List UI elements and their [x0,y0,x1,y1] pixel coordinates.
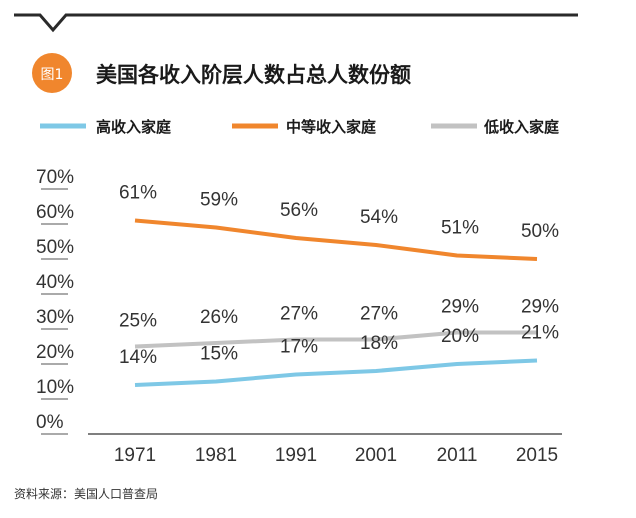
x-tick-label: 1981 [195,445,237,466]
data-label-high: 20% [441,326,479,347]
y-tick-label: 0% [36,412,64,433]
data-label-high: 17% [280,337,318,358]
y-tick-label: 60% [36,202,74,223]
data-label-high: 15% [200,344,238,365]
badge-label: 图1 [41,67,64,83]
figure-badge: 图1 [32,53,72,93]
y-tick-label: 10% [36,377,74,398]
series-line-high [134,358,538,387]
legend: 高收入家庭 中等收入家庭 低收入家庭 [40,118,560,136]
data-label-low: 29% [441,297,479,318]
legend-label-low: 低收入家庭 [483,118,560,136]
legend-label-high: 高收入家庭 [96,118,172,136]
data-label-low: 27% [280,304,318,325]
header-rule [14,13,578,33]
data-label-middle: 56% [280,200,318,221]
x-tick-label: 2015 [516,445,558,466]
data-label-middle: 51% [441,218,479,239]
x-tick-label: 1991 [275,445,317,466]
data-label-low: 26% [200,307,238,328]
badge-circle [32,53,72,93]
y-tick-label: 70% [36,167,74,188]
y-tick-label: 30% [36,307,74,328]
data-labels: 14% 15% 17% 18% 20% 21% 61% 59% 56% 54% 51% 50% 25% 2… [119,183,559,369]
x-tick-label: 1971 [114,445,156,466]
x-tick-label: 2011 [437,445,478,466]
y-tick-label: 20% [36,342,74,363]
data-label-high: 18% [360,333,398,354]
series-line-middle [134,218,538,261]
data-label-low: 25% [119,311,157,332]
y-tick-label: 40% [36,272,74,293]
data-label-middle: 59% [200,190,238,211]
data-label-middle: 50% [521,221,559,242]
y-axis: 70% 60% 50% 40% 30% 20% 10% 0% [36,167,74,435]
data-label-high: 14% [119,347,157,368]
data-label-low: 29% [521,297,559,318]
data-label-low: 27% [360,304,398,325]
chart-title: 美国各收入阶层人数占总人数份额 [96,63,411,87]
y-tick-label: 50% [36,237,74,258]
x-tick-label: 2001 [355,445,397,466]
source-note: 资料来源：美国人口普查局 [14,487,158,501]
data-label-middle: 61% [119,183,157,204]
data-label-high: 21% [521,323,559,344]
legend-label-middle: 中等收入家庭 [286,118,377,136]
series-line-low [134,330,537,349]
data-label-middle: 54% [360,207,398,228]
series-group [134,218,538,387]
x-axis: 1971 1981 1991 2001 2011 2015 [114,445,558,466]
